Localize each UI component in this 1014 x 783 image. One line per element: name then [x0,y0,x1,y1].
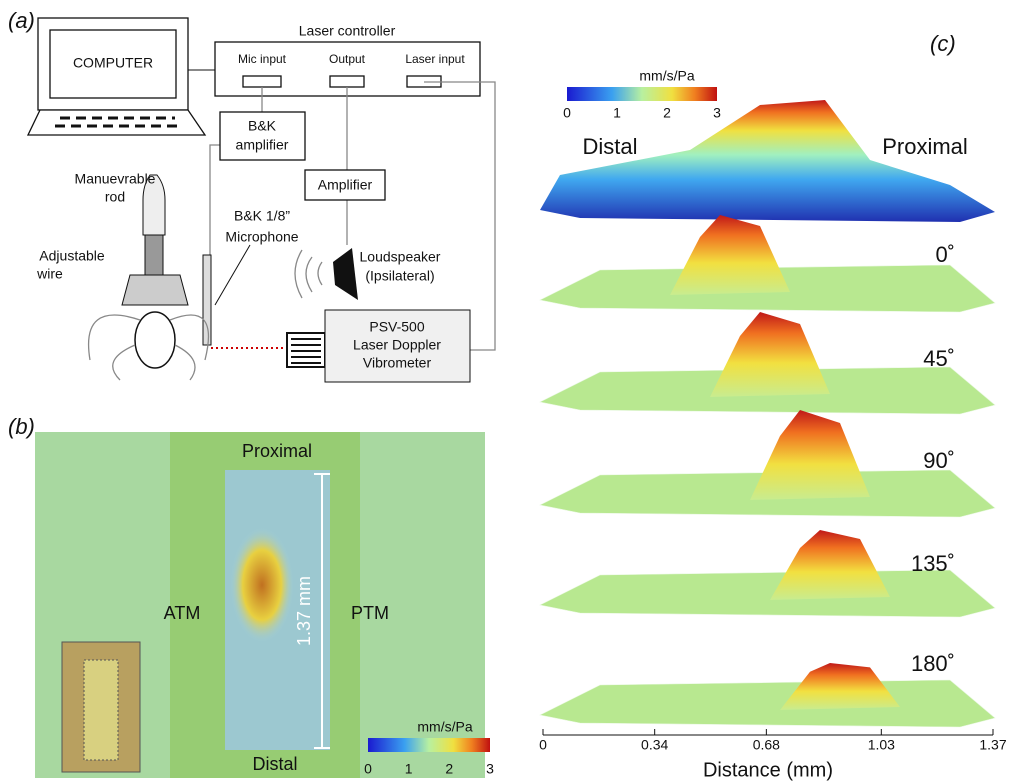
region-label: ATM [164,603,201,623]
figure: (a) COMPUTER Laser controller Mic input … [0,0,1014,783]
microphone-label: Microphone [225,229,298,245]
microphone [203,255,211,345]
colorbar-tick-label: 1 [613,105,621,121]
panel-b: (b) 1.37 mm Proximal Distal ATM PTM mm/s… [8,414,494,778]
rod-label: rod [105,189,125,205]
keyboard [28,110,205,135]
panel-label: (a) [8,8,35,33]
loudspeaker-label: (Ipsilateral) [365,268,434,284]
box-label: Amplifier [318,177,373,193]
angle-label: 45˚ [923,346,955,371]
inset-region [84,660,118,760]
rod-label: Manuevrable [75,171,156,187]
panel-label: (b) [8,414,35,439]
loudspeaker [333,248,358,300]
loudspeaker-label: Loudspeaker [360,249,441,265]
scale-label: 1.37 mm [294,576,314,646]
pointer [215,245,250,305]
surface-peak [770,530,890,600]
vibrometer-label: Vibrometer [363,355,432,371]
colorbar-tick-label: 2 [445,761,453,777]
x-tick-label: 1.03 [868,737,895,753]
panel-a: (a) COMPUTER Laser controller Mic input … [8,8,495,382]
rod-mount [145,235,163,275]
surface-peak [670,215,790,295]
colorbar-tick-label: 1 [405,761,413,777]
colorbar-label: mm/s/Pa [639,68,694,84]
port-label: Output [329,52,366,66]
direction-label: Proximal [882,134,968,159]
colorbar-tick-label: 2 [663,105,671,121]
angle-label: 180˚ [911,651,955,676]
x-tick-label: 1.37 [979,737,1006,753]
port [243,76,281,87]
insect [135,312,175,368]
surface [540,100,995,222]
x-tick-label: 0 [539,737,547,753]
microphone-label: B&K 1/8” [234,208,290,224]
colorbar-tick-label: 0 [563,105,571,121]
colorbar-tick-label: 3 [713,105,721,121]
angle-label: 0˚ [935,242,955,267]
colorbar-tick-label: 3 [486,761,494,777]
vibrometer-label: PSV-500 [369,319,424,335]
colorbar-label: mm/s/Pa [417,719,472,735]
colorbar-tick-label: 0 [364,761,372,777]
vibration-spot [230,527,294,643]
colorbar [368,738,490,752]
sound-waves [295,250,322,298]
region-label: Proximal [242,441,312,461]
x-tick-label: 0.34 [641,737,668,753]
region-label: Distal [252,754,297,774]
surface [540,680,995,727]
colorbar [567,87,717,101]
vibrometer-label: Laser Doppler [353,337,441,353]
x-axis-label: Distance (mm) [703,759,833,781]
angle-label: 90˚ [923,448,955,473]
wire-label: wire [36,266,63,282]
box-label: amplifier [236,137,289,153]
port-label: Mic input [238,52,287,66]
computer-label: COMPUTER [73,55,153,71]
angle-label: 135˚ [911,551,955,576]
port [330,76,364,87]
wire-label: Adjustable [39,248,105,264]
box-label: B&K [248,118,277,134]
holder [122,275,188,305]
controller-title: Laser controller [299,23,396,39]
direction-label: Distal [582,134,637,159]
panel-c: (c) mm/s/Pa Distal Proximal 0 1 2 3 0˚ 45˚ 90˚… [539,31,1007,781]
panel-label: (c) [930,31,956,56]
surface-peak [710,312,830,397]
x-tick-label: 0.68 [753,737,780,753]
port-label: Laser input [405,52,465,66]
surface [540,570,995,617]
region-label: PTM [351,603,389,623]
surface-peak [750,410,870,500]
